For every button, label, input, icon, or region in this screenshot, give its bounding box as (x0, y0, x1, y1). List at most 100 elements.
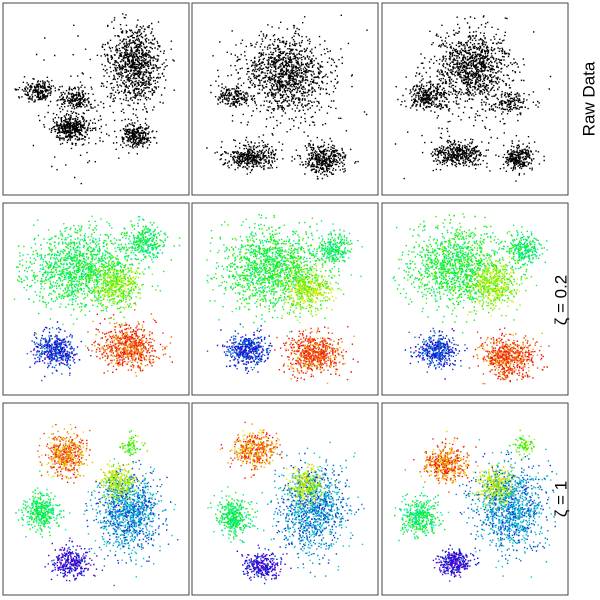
scatter-points (232, 217, 340, 330)
scatter-points (417, 336, 448, 365)
scatter-points (291, 339, 319, 373)
scatter-points (417, 344, 445, 361)
scatter-points (406, 500, 437, 527)
scatter-points (43, 335, 71, 365)
scatter-points (90, 263, 144, 306)
scatter-points (39, 508, 46, 514)
scatter-points (433, 341, 444, 360)
scatter-points (426, 452, 468, 493)
scatter-points (262, 474, 348, 572)
scatter-points (274, 332, 324, 365)
panel-frame (191, 2, 379, 196)
scatter-points (225, 214, 359, 308)
scatter-points (524, 445, 533, 450)
scatter-points (62, 554, 68, 567)
scatter-points (310, 338, 322, 360)
scatter-points (70, 555, 95, 566)
scatter-points (50, 549, 86, 581)
scatter-points (235, 335, 266, 360)
scatter-points (114, 336, 131, 355)
scatter-points (250, 441, 265, 464)
scatter-points (47, 230, 158, 292)
scatter-points (104, 437, 133, 508)
panel-frame (381, 402, 569, 596)
scatter-points (261, 558, 269, 567)
panel-r3-c1 (2, 402, 190, 596)
scatter-points (493, 346, 529, 383)
scatter-points (37, 431, 131, 515)
scatter-points (435, 455, 454, 479)
scatter-points (413, 444, 517, 530)
scatter-points (515, 242, 529, 252)
scatter-points (444, 551, 469, 577)
scatter-points (54, 442, 77, 473)
scatter-points (488, 496, 490, 499)
scatter-points (128, 436, 135, 451)
scatter-points (412, 516, 424, 528)
scatter-points (429, 442, 512, 486)
scatter-points (90, 495, 155, 565)
scatter-points (480, 482, 493, 492)
scatter-points (491, 333, 531, 378)
scatter-points (48, 340, 68, 354)
scatter-points (219, 516, 255, 522)
scatter-points (341, 249, 349, 255)
scatter-points (229, 337, 271, 367)
scatter-points (222, 513, 237, 527)
scatter-points (237, 440, 261, 462)
scatter-points (416, 527, 422, 531)
scatter-points (19, 218, 153, 310)
panel-frame (2, 402, 190, 596)
scatter-points (34, 498, 59, 518)
scatter-points (410, 234, 536, 288)
panel-frame (191, 202, 379, 396)
scatter-points (236, 214, 344, 318)
scatter-points (32, 239, 121, 308)
scatter-points (130, 443, 132, 446)
scatter-points (100, 331, 142, 361)
panel-r3-c2 (191, 402, 379, 596)
scatter-points (41, 232, 160, 305)
scatter-points (520, 248, 530, 257)
scatter-points (23, 227, 159, 294)
scatter-points (112, 481, 129, 493)
scatter-points (482, 269, 510, 307)
scatter-points (115, 331, 151, 377)
scatter-points (496, 338, 531, 364)
scatter-points (292, 340, 324, 367)
scatter-points (410, 352, 446, 365)
scatter-points (521, 441, 532, 447)
scatter-points (519, 443, 533, 449)
panel-r2-c1 (2, 202, 190, 396)
scatter-points (18, 430, 133, 526)
scatter-points (233, 506, 236, 518)
scatter-points (421, 222, 530, 280)
panel-grid (2, 2, 569, 596)
scatter-points (58, 558, 66, 572)
panel-r2-c3 (381, 202, 569, 396)
scatter-points (457, 557, 466, 562)
panel-frame (2, 202, 190, 396)
scatter-points (241, 439, 265, 464)
scatter-points (418, 338, 447, 357)
panel-frame (381, 202, 569, 396)
scatter-points (122, 447, 124, 450)
scatter-points (307, 282, 322, 293)
scatter-points (91, 325, 156, 364)
scatter-points (324, 285, 326, 287)
scatter-points (257, 561, 259, 564)
scatter-points (443, 554, 456, 566)
scatter-points (261, 573, 274, 577)
scatter-points (65, 556, 81, 570)
scatter-points (515, 237, 523, 250)
panel-frame (381, 2, 569, 196)
panel-frame (191, 402, 379, 596)
scatter-points (73, 313, 173, 374)
scatter-points (244, 444, 281, 461)
scatter-points (492, 473, 508, 500)
scatter-points (243, 432, 302, 485)
scatter-points (227, 504, 240, 522)
scatter-points (51, 425, 119, 487)
scatter-points (525, 446, 527, 448)
scatter-points (414, 520, 417, 522)
